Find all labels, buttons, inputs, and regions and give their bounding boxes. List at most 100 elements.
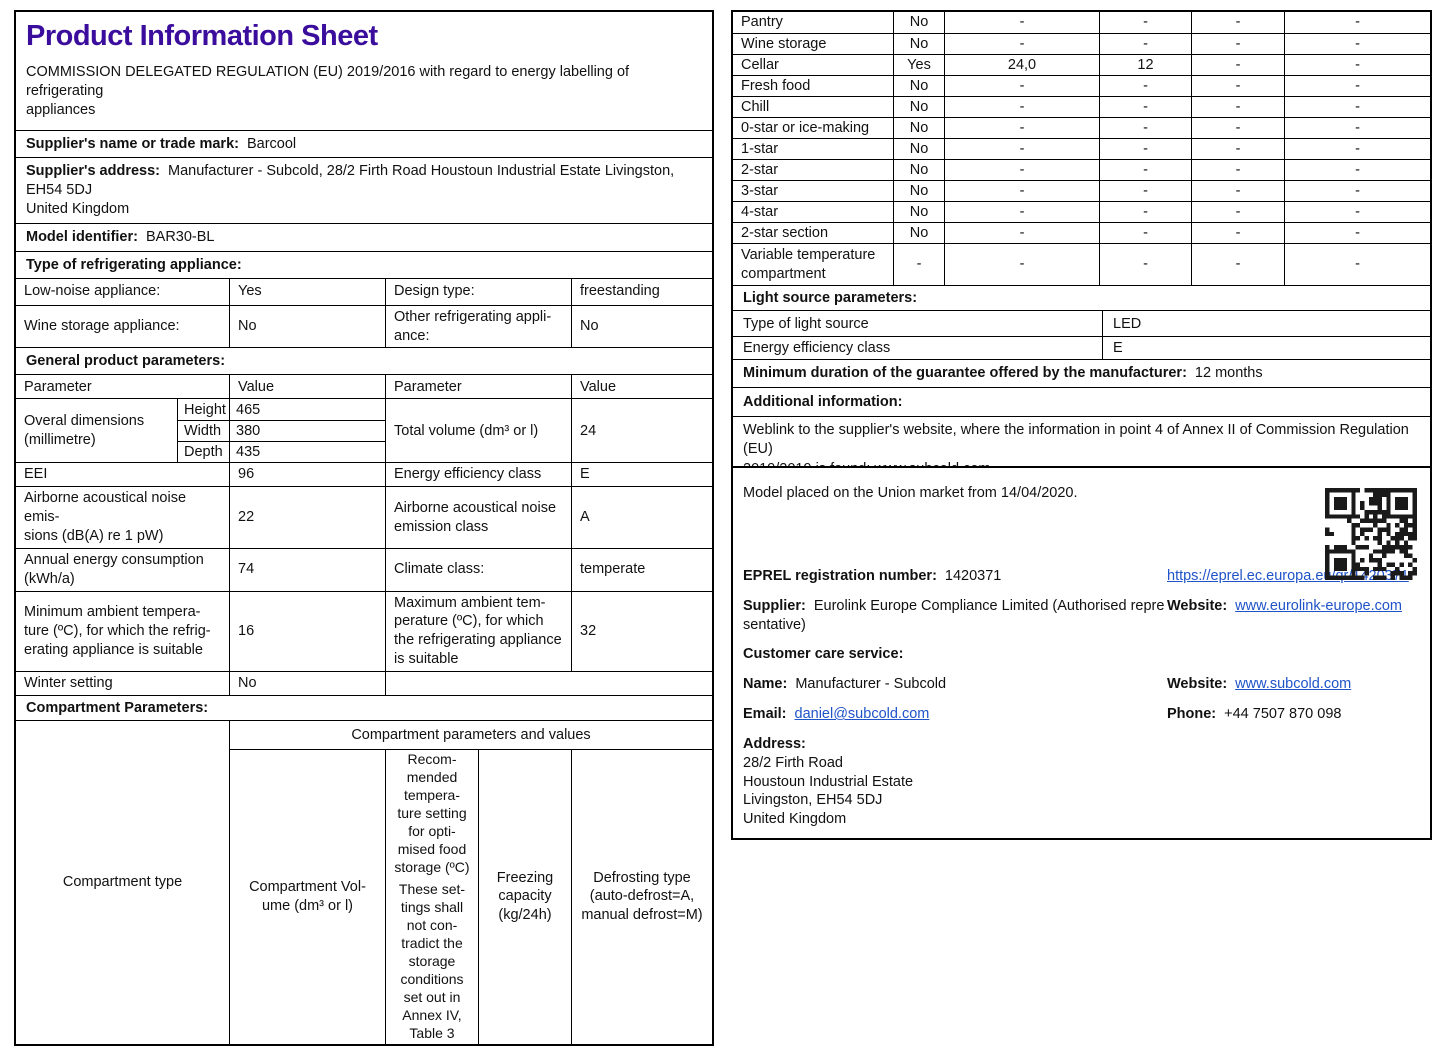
care-email: Email: daniel@subcold.com xyxy=(743,705,1167,724)
table-cell: - xyxy=(1284,12,1430,33)
table-cell: Recom- mended tempera- ture setting for … xyxy=(385,748,478,1044)
regulation-subtitle: COMMISSION DELEGATED REGULATION (EU) 201… xyxy=(26,64,630,118)
table-row: Pantry No - - - - xyxy=(733,12,1430,33)
table-cell: Width xyxy=(178,419,229,441)
care-name: Name: Manufacturer - Subcold xyxy=(743,675,1167,694)
table-cell: - xyxy=(944,34,1099,54)
table-cell: - xyxy=(1284,55,1430,75)
table-cell: - xyxy=(1191,55,1284,75)
additional-info-header: Additional information: xyxy=(733,386,1430,416)
table-row: Variable temperature compartment - - - -… xyxy=(733,243,1430,285)
registration-contact-box: Model placed on the Union market from 14… xyxy=(731,466,1432,840)
table-cell: - xyxy=(1284,223,1430,243)
table-cell: No xyxy=(229,305,385,348)
table-cell: 22 xyxy=(229,487,385,548)
table-cell: 0-star or ice-making xyxy=(741,119,870,136)
email-label: Email: xyxy=(743,706,787,723)
model-identifier-label: Model identifier: xyxy=(26,228,138,245)
supplier-address-label: Supplier's address: xyxy=(26,163,160,180)
name-label: Name: xyxy=(743,676,788,693)
table-cell: - xyxy=(1099,202,1191,222)
table-cell: LED xyxy=(1102,311,1430,336)
table-cell: No xyxy=(571,305,712,348)
table-cell: Value xyxy=(571,375,712,399)
table-cell: temperate xyxy=(571,548,712,591)
table-cell: Energy efficiency class xyxy=(743,340,891,356)
table-cell: Compartment Vol- ume (dm³ or l) xyxy=(229,748,385,1044)
phone-value: +44 7507 870 098 xyxy=(1224,706,1342,723)
table-cell: 16 xyxy=(229,591,385,671)
table-row: Cellar Yes 24,0 12 - - xyxy=(733,54,1430,75)
table-row: Energy efficiency class E xyxy=(733,336,1430,359)
table-cell: A xyxy=(571,487,712,548)
table-cell: - xyxy=(1099,118,1191,138)
guarantee-value: 12 months xyxy=(1194,365,1263,381)
table-cell: Variable temperature compartment xyxy=(741,247,876,282)
table-cell: Freezing capacity (kg/24h) xyxy=(478,748,571,1044)
table-cell: - xyxy=(944,76,1099,96)
email-link[interactable]: daniel@subcold.com xyxy=(794,706,930,723)
table-cell: - xyxy=(944,118,1099,138)
table-row: Airborne acoustical noise emis- sions (d… xyxy=(16,486,712,548)
table-cell: 12 xyxy=(1099,55,1191,75)
table-cell: - xyxy=(944,202,1099,222)
table-row: 2-star No - - - - xyxy=(733,159,1430,180)
table-cell: Total volume (dm³ or l) xyxy=(385,399,571,463)
model-identifier-value: BAR30-BL xyxy=(145,228,215,245)
eurolink-website-link[interactable]: www.eurolink-europe.com xyxy=(1235,597,1402,614)
table-cell: Pantry xyxy=(741,14,783,31)
website-label: Website: xyxy=(1167,597,1228,614)
table-cell: 435 xyxy=(230,441,385,462)
table-cell: Design type: xyxy=(385,278,571,305)
table-cell: - xyxy=(944,160,1099,180)
table-cell: - xyxy=(944,223,1099,243)
eprel-registration: EPREL registration number: 1420371 xyxy=(743,567,1167,586)
dimension-keys: Height Width Depth xyxy=(177,399,229,463)
compartment-header-block: Compartment type Compartment parameters … xyxy=(16,719,712,1044)
supplier-address-row: Supplier's address: Manufacturer - Subcol… xyxy=(16,157,712,223)
table-cell: - xyxy=(1284,118,1430,138)
table-cell: No xyxy=(893,202,944,222)
table-cell: 74 xyxy=(229,548,385,591)
table-cell: Type of light source xyxy=(743,315,869,332)
table-cell: No xyxy=(893,34,944,54)
table-cell: - xyxy=(1284,202,1430,222)
table-cell: - xyxy=(1284,181,1430,201)
temp-setting-text-1: Recom- mended tempera- ture setting for … xyxy=(394,751,470,875)
market-date-line: Model placed on the Union market from 14… xyxy=(743,485,1078,501)
title-block: Product Information Sheet COMMISSION DEL… xyxy=(16,12,712,130)
table-cell: - xyxy=(944,244,1099,285)
table-cell: - xyxy=(1191,97,1284,117)
table-row: Annual energy consumption (kWh/a) 74 Cli… xyxy=(16,547,712,591)
table-cell: Parameter xyxy=(385,375,571,399)
guarantee-row: Minimum duration of the guarantee offere… xyxy=(733,359,1430,387)
table-cell: - xyxy=(944,181,1099,201)
table-cell: - xyxy=(1099,139,1191,159)
address-block: Address: 28/2 Firth Road Houstoun Indust… xyxy=(743,735,1420,829)
table-cell: - xyxy=(944,97,1099,117)
table-row: EEI 96 Energy efficiency class E xyxy=(16,462,712,487)
table-cell: Compartment parameters and values xyxy=(229,720,712,749)
product-info-sheet-table: Product Information Sheet COMMISSION DEL… xyxy=(14,10,714,1046)
table-cell: - xyxy=(1284,97,1430,117)
table-cell: - xyxy=(1099,34,1191,54)
table-cell: Energy efficiency class xyxy=(385,463,571,487)
supplier-name-row: Supplier's name or trade mark: Barcool xyxy=(16,129,712,158)
table-cell: Chill xyxy=(741,98,770,115)
table-cell: 3-star xyxy=(741,182,779,199)
compartment-section-header: Compartment Parameters: xyxy=(16,694,712,720)
dimension-values: 465 380 435 xyxy=(229,399,385,463)
table-cell: 1-star xyxy=(741,140,779,157)
table-cell: Cellar xyxy=(741,56,779,73)
supplier-label: Supplier: xyxy=(743,597,806,614)
eprel-number: 1420371 xyxy=(944,567,1002,584)
table-cell: Airborne acoustical noise emission class xyxy=(385,487,571,548)
table-row: Wine storage appliance: No Other refrige… xyxy=(16,304,712,348)
table-cell: Minimum ambient tempera- ture (ºC), for … xyxy=(24,603,211,658)
table-cell: 96 xyxy=(229,463,385,487)
table-cell: Climate class: xyxy=(385,548,571,591)
page-title: Product Information Sheet xyxy=(26,20,378,52)
table-cell: - xyxy=(1099,76,1191,96)
table-cell: 2-star xyxy=(741,161,779,178)
subcold-website-link[interactable]: www.subcold.com xyxy=(1235,676,1352,693)
